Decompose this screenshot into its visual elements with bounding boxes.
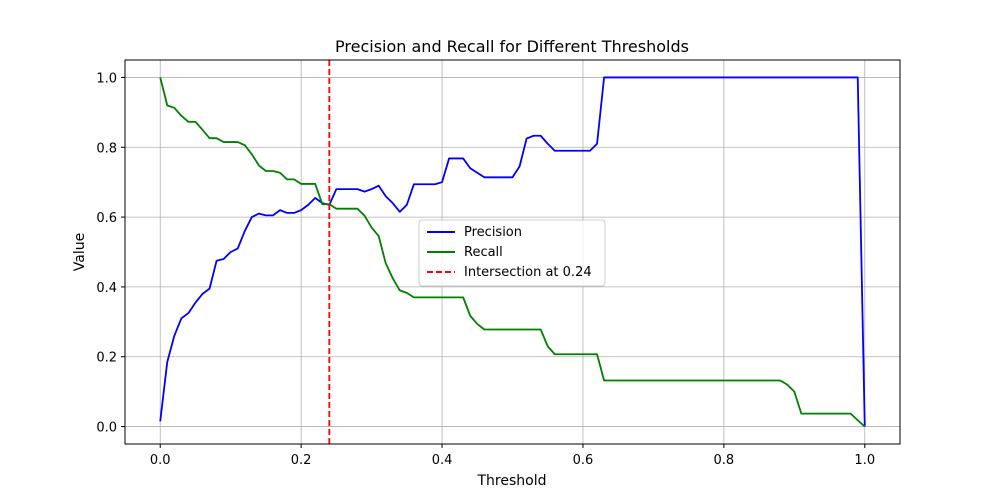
y-axis-label: Value — [72, 233, 88, 271]
series-lines — [159, 60, 866, 444]
x-tick-label: 0.2 — [291, 453, 312, 468]
legend-label-intersection: Intersection at 0.24 — [464, 265, 592, 280]
y-tick-label: 1.0 — [96, 71, 117, 86]
x-tick-label: 0.0 — [150, 453, 171, 468]
x-tick-label: 0.8 — [714, 453, 735, 468]
series-line-precision — [159, 76, 866, 427]
legend-box — [418, 219, 606, 287]
plot-frame — [124, 59, 901, 445]
chart-title: Precision and Recall for Different Thres… — [335, 37, 689, 56]
y-tick-label: 0.8 — [96, 141, 117, 156]
y-tick-label: 0.2 — [96, 351, 117, 366]
ticks: 0.0 0.2 0.4 0.6 0.8 1.0 0.0 0.2 0.4 0.6 0.8 1.0 — [96, 71, 875, 468]
legend: Precision Recall Intersection at 0.24 — [418, 219, 606, 287]
x-axis-label: Threshold — [477, 473, 547, 489]
x-tick-label: 0.4 — [432, 453, 453, 468]
legend-label-precision: Precision — [464, 225, 522, 240]
x-tick-label: 1.0 — [854, 453, 875, 468]
y-tick-label: 0.6 — [96, 211, 117, 226]
legend-label-recall: Recall — [464, 245, 503, 260]
y-tick-label: 0.0 — [96, 421, 117, 436]
x-tick-label: 0.6 — [573, 453, 594, 468]
y-tick-label: 0.4 — [96, 281, 117, 296]
series-line-recall — [159, 77, 866, 428]
